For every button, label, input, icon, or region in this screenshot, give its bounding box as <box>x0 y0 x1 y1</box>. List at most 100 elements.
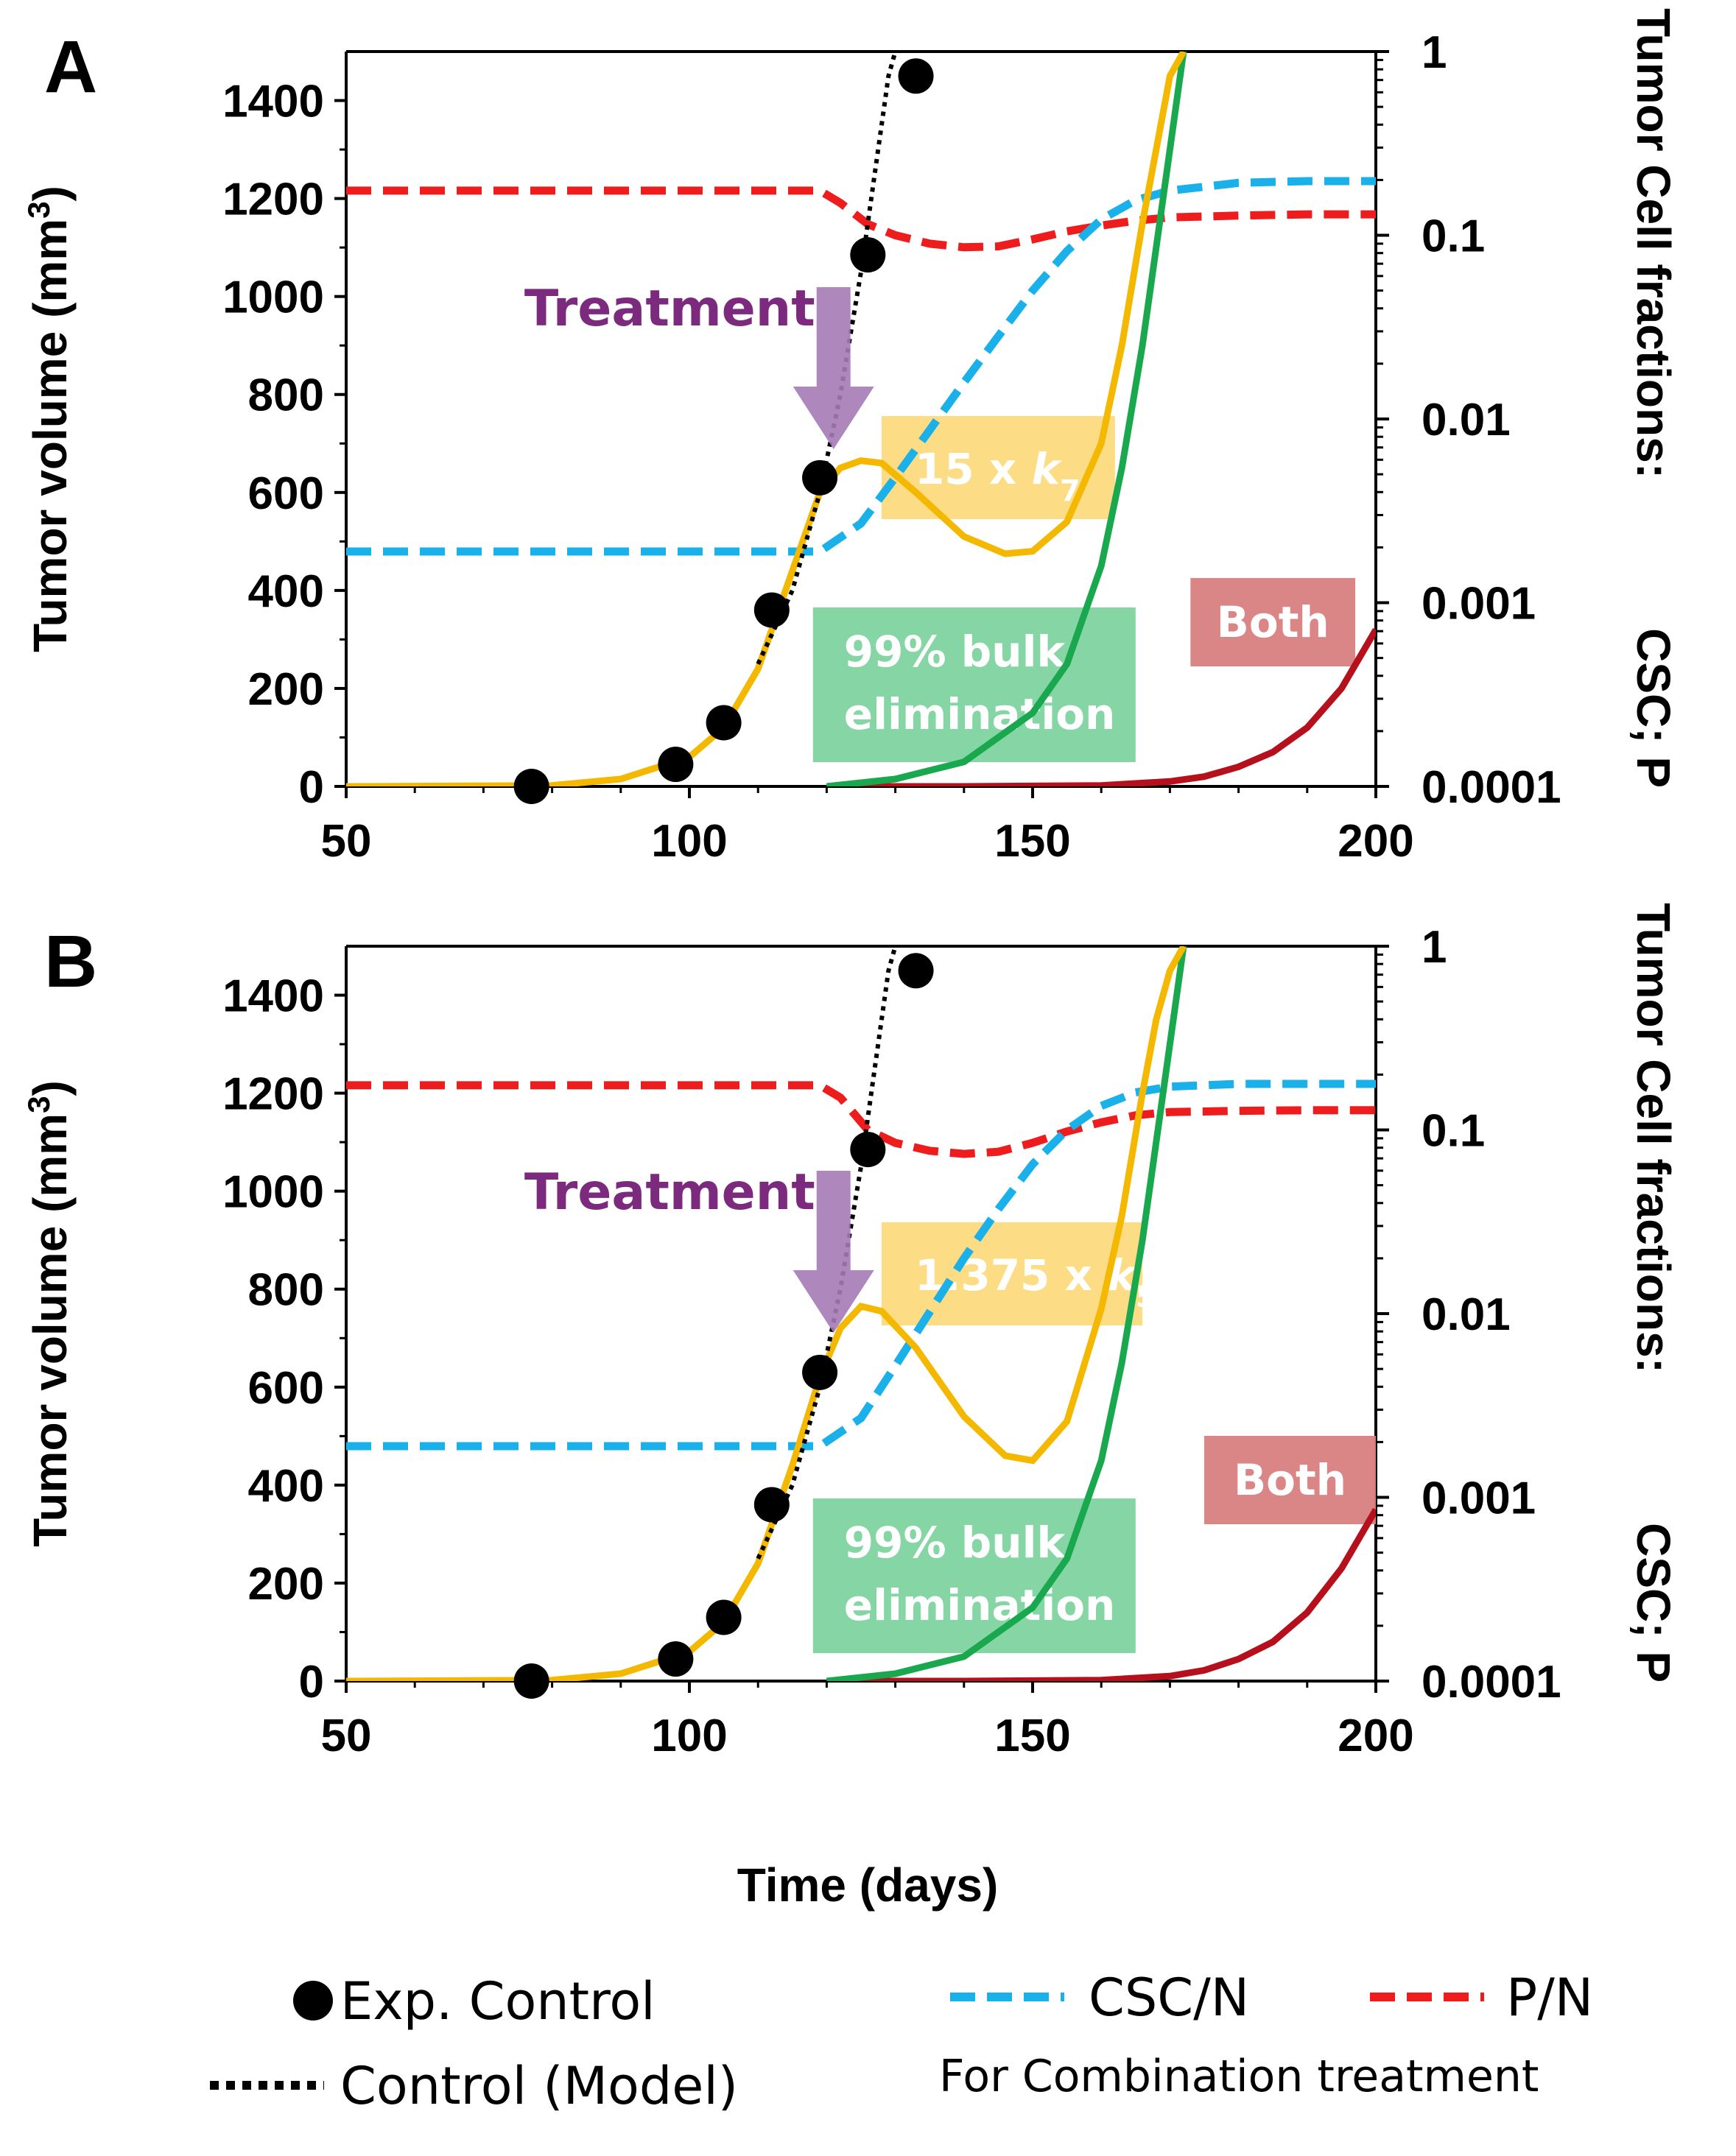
y-left-tick-label: 400 <box>248 1461 324 1512</box>
y-left-axis-label: Tumor volume (mm3) <box>21 186 77 652</box>
red-box <box>1204 1436 1376 1524</box>
green-box-label-1: 99% bulk <box>844 627 1066 677</box>
red-box-label: Both <box>1217 597 1329 647</box>
y-left-tick-label: 1000 <box>222 272 324 323</box>
y-right-tick-label: 1 <box>1422 922 1447 973</box>
y-right-tick-label: 1 <box>1422 27 1447 78</box>
treatment-arrow <box>793 287 874 449</box>
exp-control-point <box>850 237 886 273</box>
y-left-tick-label: 200 <box>248 1559 324 1610</box>
x-tick-label: 150 <box>994 816 1070 867</box>
x-tick-label: 50 <box>321 816 372 867</box>
exp-control-point <box>802 459 838 496</box>
x-axis-label: Time (days) <box>737 1859 999 1912</box>
exp-control-point <box>513 769 549 804</box>
exp-control-point <box>753 592 790 628</box>
yellow-box-sub: 5 <box>1136 1280 1156 1314</box>
exp-control-point <box>802 1354 838 1390</box>
x-tick-label: 100 <box>651 1711 727 1761</box>
exp-control-point <box>706 705 742 741</box>
y-left-tick-label: 1200 <box>222 1069 324 1120</box>
legend-exp-control-marker <box>293 1981 333 2021</box>
x-tick-label: 100 <box>651 816 727 867</box>
y-left-axis-label: Tumor volume (mm3) <box>21 1080 77 1547</box>
y-left-axis-label-end: ) <box>24 1080 77 1096</box>
csc-fraction-line <box>346 1079 1376 1451</box>
exp-control-point <box>706 1599 742 1635</box>
exp-control-point <box>898 58 934 94</box>
x-tick-label: 150 <box>994 1711 1070 1761</box>
p-fraction-line <box>346 1081 1376 1158</box>
y-right-tick-label: 0.0001 <box>1422 762 1561 813</box>
legend-csc-label: CSC/N <box>1089 1967 1249 2028</box>
tumor-treated-line <box>346 52 1187 786</box>
y-left-axis-label-sup: 3 <box>21 1096 56 1113</box>
legend: Exp. Control Control (Model) CSC/N P/N F… <box>210 1967 1593 2116</box>
exp-control-point <box>850 1132 886 1168</box>
y-right-tick-label: 0.0001 <box>1422 1657 1561 1708</box>
green-box-label-1: 99% bulk <box>844 1518 1066 1568</box>
both-combination-line <box>826 1507 1376 1681</box>
exp-control-point <box>898 953 934 989</box>
panel-letter: B <box>44 920 97 1003</box>
y-left-tick-label: 0 <box>299 1657 324 1708</box>
yellow-box-italic: k <box>1031 444 1062 494</box>
y-left-tick-label: 1200 <box>222 175 324 225</box>
y-left-tick-label: 1000 <box>222 1167 324 1218</box>
y-right-tick-label: 0.001 <box>1422 1473 1536 1524</box>
y-right-axis-label-b: CSC; P <box>1627 628 1680 788</box>
y-right-axis-label-b: CSC; P <box>1627 1523 1680 1683</box>
y-left-tick-label: 600 <box>248 1363 324 1414</box>
tumor-treated-line <box>346 946 1187 1681</box>
exp-control-point <box>658 1641 694 1677</box>
control-model-line <box>756 946 898 1560</box>
exp-control-point <box>513 1663 549 1699</box>
y-right-tick-label: 0.1 <box>1422 211 1485 262</box>
y-left-tick-label: 1400 <box>222 971 324 1022</box>
y-left-tick-label: 200 <box>248 664 324 715</box>
exp-control-point <box>753 1487 790 1523</box>
p-fraction-line <box>346 186 1376 252</box>
csc-fraction-line <box>346 177 1376 556</box>
exp-control-point <box>658 747 694 783</box>
green-box-label-2: elimination <box>844 1580 1116 1630</box>
legend-p-label: P/N <box>1506 1967 1593 2028</box>
y-left-axis-label-end: ) <box>24 186 77 201</box>
y-left-axis-label-sup: 3 <box>21 201 56 218</box>
bulk-elimination-line <box>826 946 1187 1681</box>
y-right-tick-label: 0.1 <box>1422 1106 1485 1157</box>
x-tick-label: 50 <box>321 1711 372 1761</box>
y-right-tick-label: 0.01 <box>1422 395 1511 445</box>
legend-control-model-label: Control (Model) <box>340 2056 738 2116</box>
y-left-tick-label: 1400 <box>222 77 324 127</box>
green-box-label-2: elimination <box>844 689 1116 739</box>
y-left-tick-label: 800 <box>248 370 324 421</box>
y-left-tick-label: 800 <box>248 1265 324 1316</box>
treatment-label: Treatment <box>524 280 815 338</box>
treatment-arrow <box>793 1171 874 1333</box>
green-box <box>812 607 1136 762</box>
legend-exp-control-label: Exp. Control <box>340 1971 656 2032</box>
control-model-line <box>756 52 898 665</box>
y-left-tick-label: 600 <box>248 468 324 519</box>
x-tick-label: 200 <box>1338 1711 1413 1761</box>
panel-letter: A <box>44 26 97 108</box>
red-box-label: Both <box>1234 1455 1346 1505</box>
yellow-box-label: 1.375 x k5 <box>915 1250 1156 1314</box>
series-group <box>346 946 1376 1681</box>
bulk-elimination-line <box>826 52 1187 786</box>
treatment-label: Treatment <box>524 1163 815 1222</box>
series-group <box>346 52 1376 786</box>
y-right-axis-label-a: Tumor Cell fractions: <box>1627 903 1680 1373</box>
y-left-tick-label: 400 <box>248 566 324 617</box>
legend-note: For Combination treatment <box>939 2051 1539 2102</box>
x-tick-label: 200 <box>1338 816 1413 867</box>
red-box <box>1190 578 1356 666</box>
y-right-tick-label: 0.01 <box>1422 1289 1511 1340</box>
y-left-tick-label: 0 <box>299 762 324 813</box>
y-right-axis-label-a: Tumor Cell fractions: <box>1627 8 1680 479</box>
both-combination-line <box>826 627 1376 786</box>
